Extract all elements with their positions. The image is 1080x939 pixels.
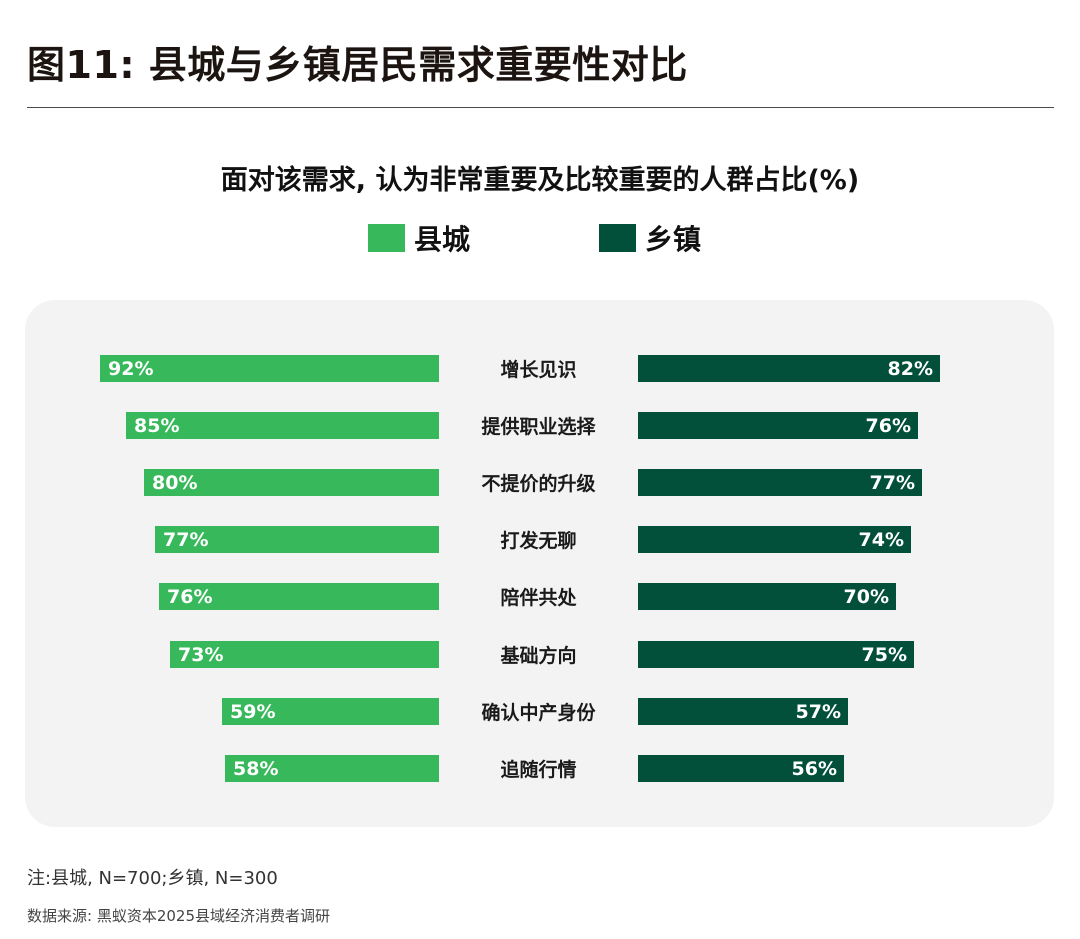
chart-row: 59% 确认中产身份 57% bbox=[0, 698, 1080, 725]
category-label: 提供职业选择 bbox=[481, 416, 596, 438]
bar-value-county: 73% bbox=[178, 643, 224, 666]
bar-value-township: 56% bbox=[791, 757, 837, 780]
legend-label-township: 乡镇 bbox=[645, 223, 702, 256]
bar-county: 92% bbox=[100, 355, 439, 382]
title-divider bbox=[27, 107, 1054, 108]
category-label: 打发无聊 bbox=[500, 530, 577, 552]
sample-size-note: 注:县城, N=700;乡镇, N=300 bbox=[27, 868, 278, 889]
legend-item-township: 乡镇 bbox=[599, 218, 701, 258]
legend-swatch-county bbox=[368, 224, 405, 252]
bar-township: 75% bbox=[638, 641, 914, 668]
chart-row: 76% 陪伴共处 70% bbox=[0, 583, 1080, 610]
bar-value-county: 85% bbox=[134, 414, 180, 437]
bar-township: 82% bbox=[638, 355, 940, 382]
bar-county: 85% bbox=[126, 412, 439, 439]
bar-township: 70% bbox=[638, 583, 896, 610]
bar-township: 76% bbox=[638, 412, 918, 439]
bar-county: 80% bbox=[144, 469, 439, 496]
bar-township: 57% bbox=[638, 698, 848, 725]
category-label: 基础方向 bbox=[500, 645, 577, 667]
data-source: 数据来源: 黑蚁资本2025县域经济消费者调研 bbox=[27, 907, 330, 925]
chart-row: 92% 增长见识 82% bbox=[0, 355, 1080, 382]
chart-row: 58% 追随行情 56% bbox=[0, 755, 1080, 782]
category-label: 不提价的升级 bbox=[481, 473, 596, 495]
bar-value-township: 82% bbox=[887, 357, 933, 380]
bar-value-county: 58% bbox=[233, 757, 279, 780]
category-label: 陪伴共处 bbox=[500, 587, 577, 609]
bar-value-township: 70% bbox=[843, 585, 889, 608]
chart-row: 77% 打发无聊 74% bbox=[0, 526, 1080, 553]
chart-subtitle: 面对该需求, 认为非常重要及比较重要的人群占比(%) bbox=[220, 165, 860, 196]
bar-value-county: 76% bbox=[167, 585, 213, 608]
bar-value-county: 80% bbox=[152, 471, 198, 494]
bar-value-township: 76% bbox=[865, 414, 911, 437]
bar-county: 73% bbox=[170, 641, 439, 668]
bar-township: 77% bbox=[638, 469, 922, 496]
bar-county: 76% bbox=[159, 583, 439, 610]
chart-row: 80% 不提价的升级 77% bbox=[0, 469, 1080, 496]
category-label: 确认中产身份 bbox=[481, 702, 596, 724]
bar-value-township: 77% bbox=[869, 471, 915, 494]
bar-value-township: 74% bbox=[858, 528, 904, 551]
bar-county: 59% bbox=[222, 698, 439, 725]
chart-legend: 县城 乡镇 bbox=[0, 218, 1080, 256]
bar-county: 77% bbox=[155, 526, 439, 553]
category-label: 追随行情 bbox=[500, 759, 577, 781]
bar-value-township: 57% bbox=[795, 700, 841, 723]
figure-title: 图11: 县城与乡镇居民需求重要性对比 bbox=[27, 43, 688, 87]
chart-row: 85% 提供职业选择 76% bbox=[0, 412, 1080, 439]
bar-township: 74% bbox=[638, 526, 911, 553]
bar-township: 56% bbox=[638, 755, 844, 782]
legend-item-county: 县城 bbox=[368, 218, 470, 258]
category-label: 增长见识 bbox=[500, 359, 577, 381]
bar-value-county: 77% bbox=[163, 528, 209, 551]
bar-value-township: 75% bbox=[861, 643, 907, 666]
chart-row: 73% 基础方向 75% bbox=[0, 641, 1080, 668]
bar-value-county: 92% bbox=[108, 357, 154, 380]
bar-value-county: 59% bbox=[230, 700, 276, 723]
legend-label-county: 县城 bbox=[414, 223, 471, 256]
chart-panel bbox=[25, 300, 1054, 827]
bar-county: 58% bbox=[225, 755, 439, 782]
legend-swatch-township bbox=[599, 224, 636, 252]
